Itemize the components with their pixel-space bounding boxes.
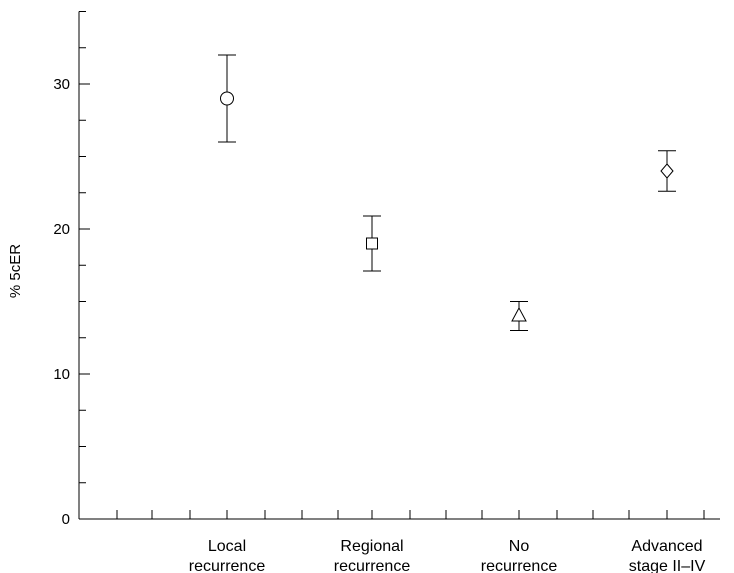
ticks xyxy=(79,11,705,520)
error-bars xyxy=(218,54,676,331)
marker-circle xyxy=(220,91,234,106)
category-label: recurrence xyxy=(481,558,558,573)
axes xyxy=(78,11,720,520)
y-tick-label: 0 xyxy=(62,511,70,528)
category-label: recurrence xyxy=(334,558,411,573)
category-label: Local xyxy=(208,538,246,555)
category-label: stage II–IV xyxy=(629,558,706,573)
category-label: recurrence xyxy=(189,558,266,573)
y-tick-label: 10 xyxy=(53,366,70,383)
marker-square xyxy=(366,237,378,250)
y-axis-label: % 5cER xyxy=(7,244,24,298)
category-label: Regional xyxy=(340,538,403,555)
y-tick-label: 30 xyxy=(53,76,70,93)
category-labels: Local recurrence Regional recurrence No recur… xyxy=(189,538,706,573)
category-label: No xyxy=(509,538,530,555)
tick-labels: 0 10 20 30 xyxy=(53,76,70,528)
category-label: Advanced xyxy=(631,538,702,555)
y-tick-label: 20 xyxy=(53,221,70,238)
marker-triangle xyxy=(511,306,527,322)
marker-diamond xyxy=(660,163,674,179)
data-markers xyxy=(220,91,674,322)
